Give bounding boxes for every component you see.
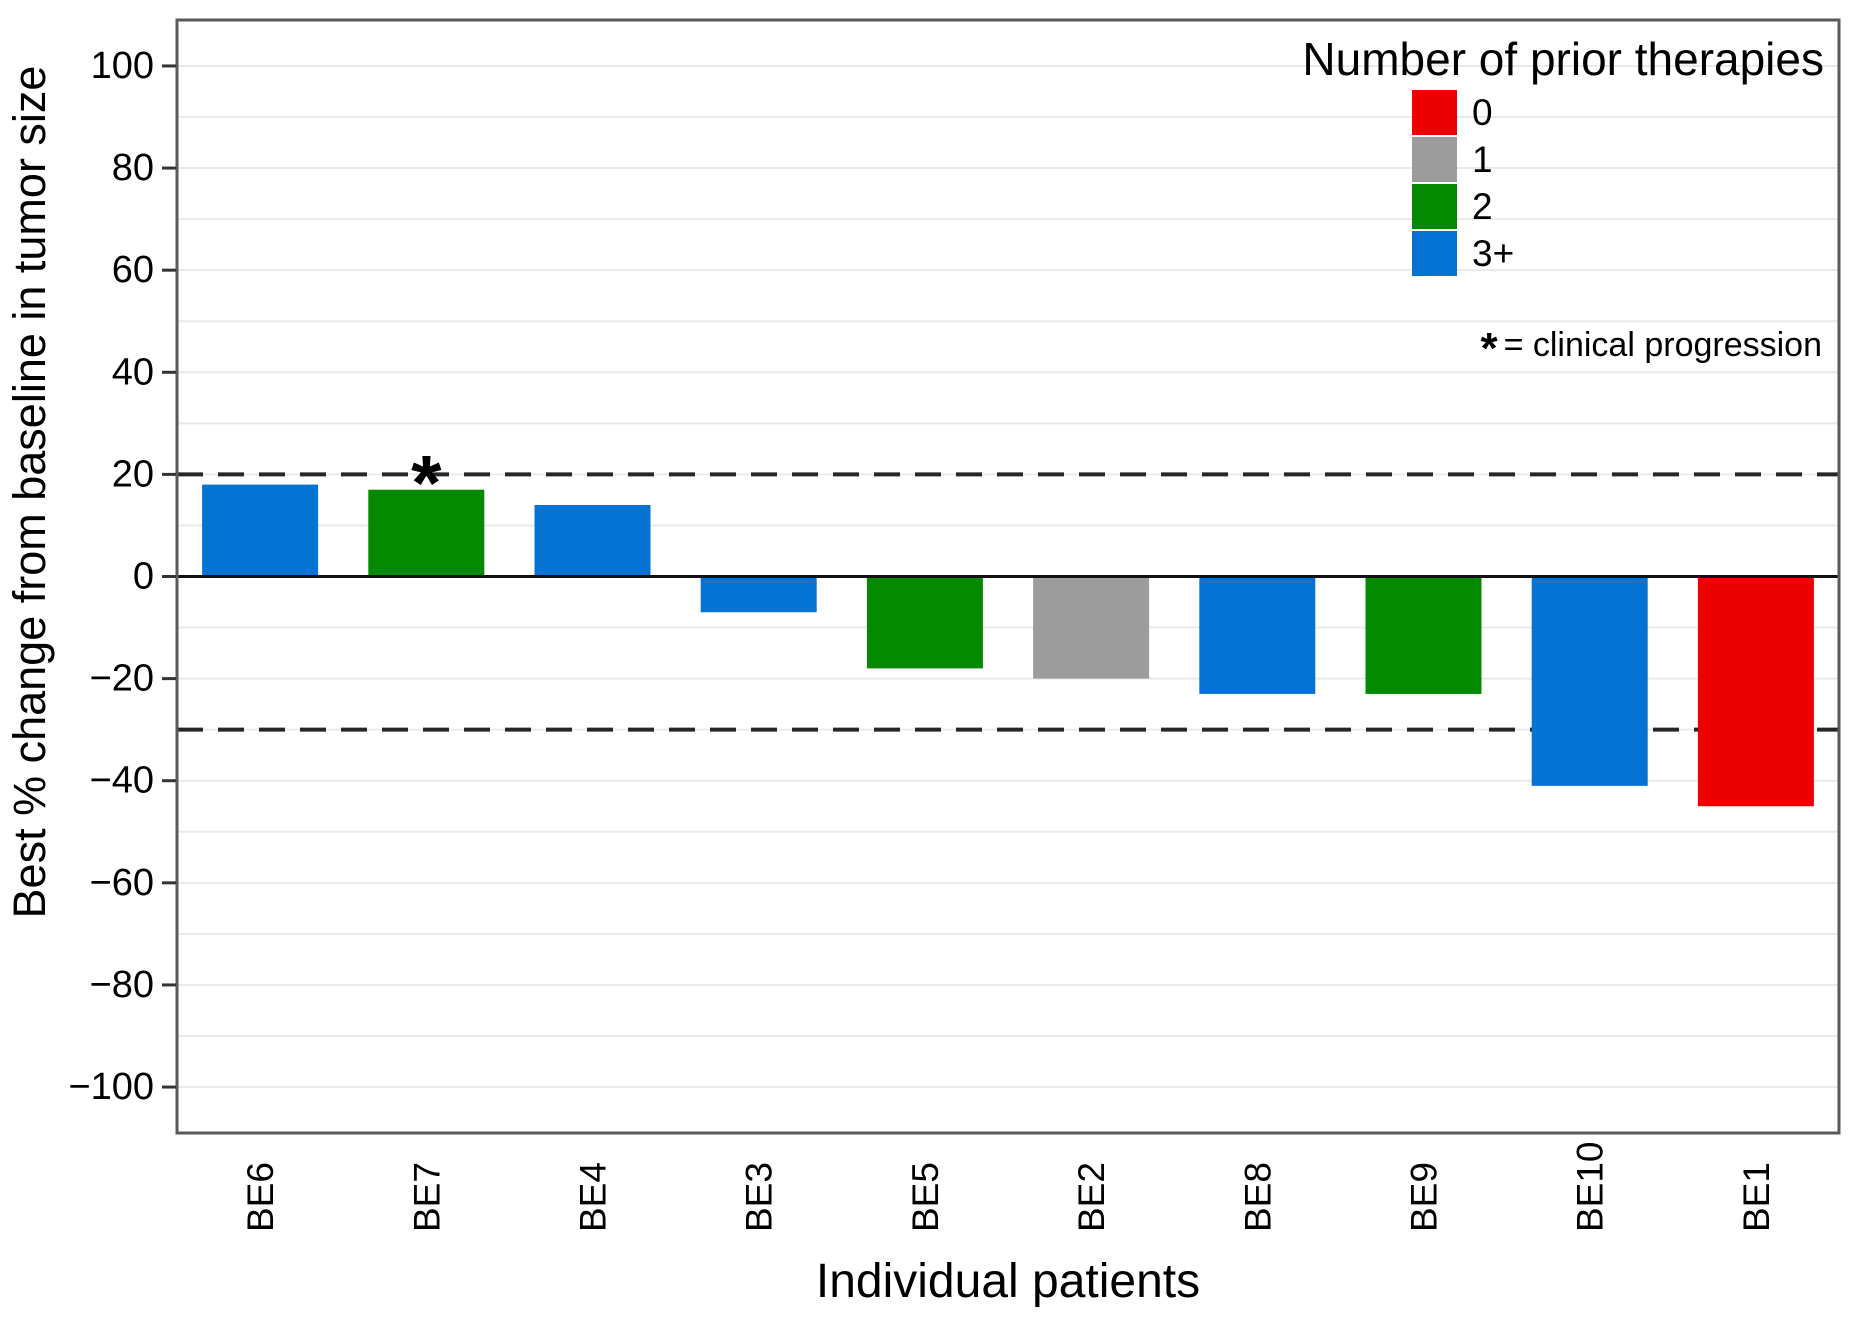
x-axis-title: Individual patients — [815, 1255, 1201, 1308]
y-tick-label: −80 — [90, 964, 154, 1006]
legend-swatch-blue — [1412, 231, 1457, 276]
x-category-label-BE5: BE5 — [905, 1162, 946, 1232]
legend-swatch-green — [1412, 184, 1457, 229]
legend-entry-0: 0 — [1412, 90, 1493, 135]
legend-entry-1: 1 — [1412, 137, 1493, 182]
x-category-label-BE8: BE8 — [1237, 1162, 1278, 1232]
y-tick-label: 60 — [112, 249, 154, 291]
x-category-label-BE4: BE4 — [573, 1162, 614, 1232]
y-tick-label: −100 — [68, 1066, 154, 1108]
legend-entry-3: 3+ — [1412, 231, 1514, 276]
x-category-label-BE10: BE10 — [1570, 1141, 1611, 1232]
bar-BE10 — [1531, 576, 1648, 786]
x-category-label-BE3: BE3 — [739, 1162, 780, 1232]
bar-BE6 — [202, 484, 319, 577]
bar-BE1 — [1697, 576, 1814, 807]
legend-entry-label: 2 — [1472, 185, 1493, 227]
legend-entry-2: 2 — [1412, 184, 1493, 229]
y-tick-label: −60 — [90, 862, 154, 904]
legend-title: Number of prior therapies — [1302, 33, 1824, 85]
legend-swatch-gray — [1412, 137, 1457, 182]
x-category-label-BE1: BE1 — [1736, 1162, 1777, 1232]
plot-frame — [175, 18, 1841, 1135]
y-tick-label: 40 — [112, 351, 154, 393]
y-tick-label: 100 — [91, 45, 154, 87]
legend-swatch-red — [1412, 90, 1457, 135]
bar-BE4 — [534, 505, 651, 577]
y-tick-label: 20 — [112, 453, 154, 495]
y-tick-label: 0 — [133, 556, 154, 598]
x-category-label-BE6: BE6 — [240, 1162, 281, 1232]
clinical-progression-note: * = clinical progression — [1480, 324, 1822, 374]
clinical-progression-asterisk-BE7: * — [411, 439, 442, 527]
bar-BE7 — [368, 489, 485, 577]
y-tick-label: −20 — [90, 658, 154, 700]
legend-entry-label: 1 — [1472, 138, 1493, 180]
asterisk-symbol: * — [1480, 324, 1498, 373]
y-axis-title: Best % change from baseline in tumor siz… — [4, 65, 55, 919]
y-tick-label: 80 — [112, 147, 154, 189]
legend-entry-label: 3+ — [1472, 232, 1515, 274]
legend-entry-label: 0 — [1472, 91, 1493, 133]
clinical-progression-text: = clinical progression — [1503, 326, 1822, 364]
x-category-label-BE2: BE2 — [1071, 1162, 1112, 1232]
bar-BE3 — [700, 576, 817, 613]
x-category-label-BE7: BE7 — [406, 1162, 447, 1232]
bar-BE5 — [866, 576, 983, 669]
bar-BE2 — [1033, 576, 1150, 679]
y-tick-label: −40 — [90, 760, 154, 802]
bar-BE9 — [1365, 576, 1482, 694]
x-category-label-BE9: BE9 — [1404, 1162, 1445, 1232]
bar-BE8 — [1199, 576, 1316, 694]
